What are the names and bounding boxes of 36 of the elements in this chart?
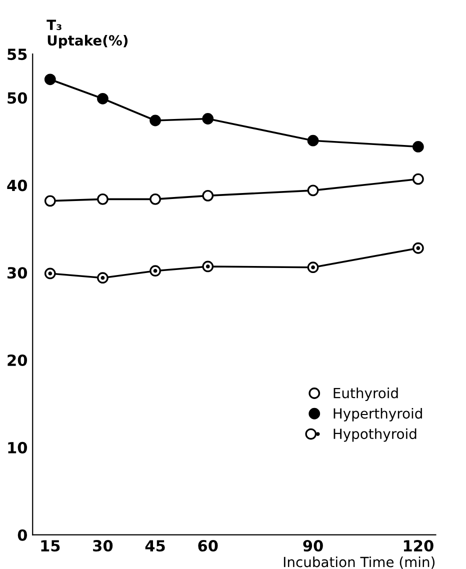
x-tick-label: 90 [303,540,323,552]
legend-label: Euthyroid [334,388,398,401]
point [307,134,319,146]
y-tick-label: 0 [18,529,28,541]
y-tick-label: 55 [8,48,27,60]
x-tick-label: 60 [198,540,218,552]
point [44,74,56,86]
y-tick-label: 20 [8,354,28,366]
point [307,262,319,274]
y-axis-title: T₃ Uptake(%) [46,20,128,48]
point [97,193,108,205]
point [150,193,161,205]
y-tick-label: 30 [8,267,28,279]
point [150,265,161,277]
x-tick-label: 30 [93,540,113,552]
point [412,173,424,185]
legend-label: Hyperthyroid [334,408,422,422]
legend-label: Hypothyroid [334,428,416,442]
point [202,260,214,272]
point [97,92,108,104]
point [150,114,161,126]
x-tick-label: 15 [41,540,60,552]
point [202,113,214,124]
point [412,141,424,152]
point [97,272,108,284]
point [44,195,56,207]
y-tick-label: 10 [8,442,28,454]
point [307,184,319,196]
point [202,190,214,202]
y-tick-label: 50 [8,92,28,104]
point [412,242,424,254]
x-tick-label: 120 [404,540,434,552]
point [44,268,56,280]
x-axis-title: Incubation Time (min) [284,556,435,569]
y-tick-label: 40 [7,180,28,192]
x-tick-label: 45 [145,540,165,552]
